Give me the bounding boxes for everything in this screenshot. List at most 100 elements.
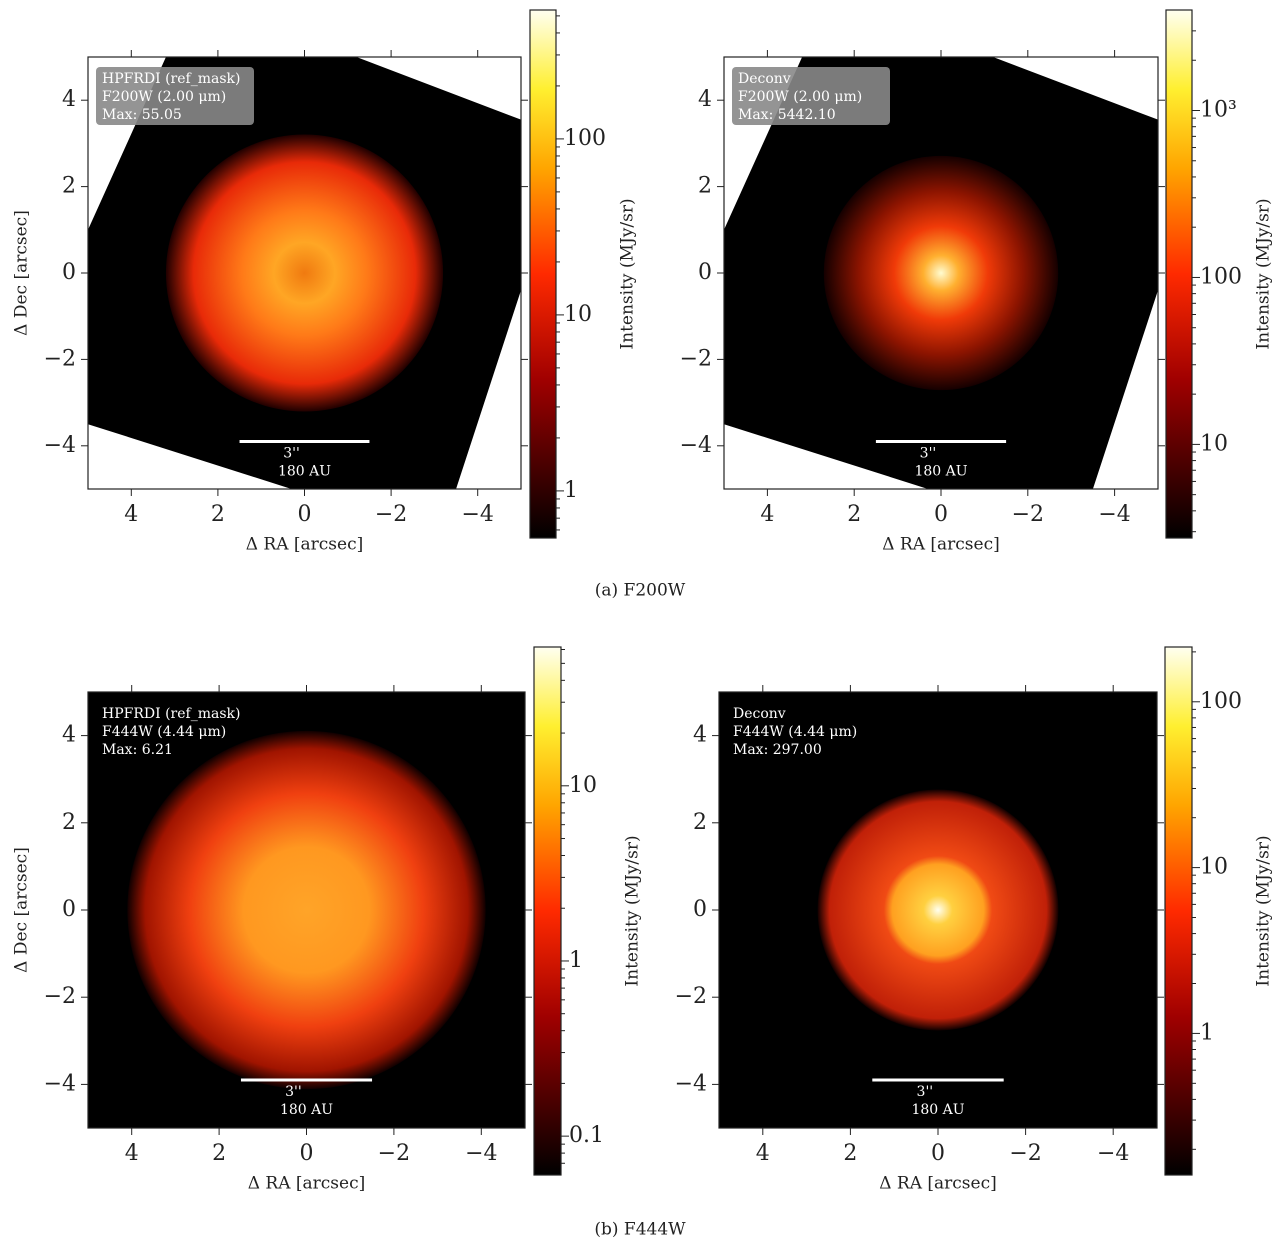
annotation: Max: 6.21 <box>102 742 173 758</box>
annotation: F444W (4.44 μm) <box>733 724 857 740</box>
colorbar-tick-label: 100 <box>1200 264 1242 289</box>
annotation: HPFRDI (ref_mask) <box>102 706 240 722</box>
annotation: Max: 55.05 <box>102 107 182 123</box>
y-tick-label: 4 <box>693 723 707 748</box>
colorbar <box>529 9 557 539</box>
colorbar-tick-label: 10 <box>564 302 592 327</box>
x-tick-label: 2 <box>847 502 861 527</box>
y-tick-label: 2 <box>62 810 76 835</box>
colorbar-tick-label: 10 <box>1200 855 1228 880</box>
y-tick-label: −4 <box>680 433 712 458</box>
y-axis-label: Δ Dec [arcsec] <box>12 847 32 973</box>
colorbar-tick-label: 10 <box>1200 431 1228 456</box>
colorbar-tick-label: 1 <box>569 948 583 973</box>
colorbar-label: Intensity (MJy/sr) <box>1254 198 1274 349</box>
y-tick-label: 0 <box>698 260 712 285</box>
y-tick-label: −4 <box>44 433 76 458</box>
x-tick-label: 4 <box>756 1141 770 1166</box>
x-tick-label: −4 <box>1098 502 1130 527</box>
y-tick-label: 4 <box>698 87 712 112</box>
mask-region <box>456 290 521 489</box>
scalebar-label: 3'' <box>917 1084 934 1100</box>
y-tick-label: 4 <box>62 723 76 748</box>
annotation-box <box>96 67 254 125</box>
annotation: F444W (4.44 μm) <box>102 724 226 740</box>
annotation: Deconv <box>738 71 791 87</box>
caption: (a) F200W <box>595 581 686 601</box>
colorbar-tick-label: 1 <box>1200 1020 1214 1045</box>
y-tick-label: −4 <box>44 1071 76 1096</box>
x-tick-label: 4 <box>125 1141 139 1166</box>
annotation-box <box>732 67 890 125</box>
colorbar-tick-label: 10³ <box>1200 98 1237 123</box>
colorbar-tick-label: 10 <box>569 773 597 798</box>
y-tick-label: 0 <box>693 897 707 922</box>
mask-region <box>88 424 292 489</box>
y-tick-label: 2 <box>62 174 76 199</box>
x-tick-label: 2 <box>211 502 225 527</box>
colorbar <box>1165 9 1193 539</box>
scalebar-label: 180 AU <box>911 1102 964 1118</box>
x-tick-label: −2 <box>1009 1141 1041 1166</box>
image <box>88 692 525 1128</box>
y-tick-label: −2 <box>44 984 76 1009</box>
x-tick-label: −4 <box>465 1141 497 1166</box>
colorbar-label: Intensity (MJy/sr) <box>623 835 643 986</box>
scalebar-label: 180 AU <box>278 463 331 479</box>
colorbar-tick-label: 1 <box>564 478 578 503</box>
colorbar-tick-label: 100 <box>1200 689 1242 714</box>
y-tick-label: −2 <box>675 984 707 1009</box>
x-axis-label: Δ RA [arcsec] <box>248 1174 366 1194</box>
colorbar <box>533 646 562 1176</box>
annotation: HPFRDI (ref_mask) <box>102 71 240 87</box>
y-tick-label: −4 <box>675 1071 707 1096</box>
annotation: Max: 5442.10 <box>738 107 836 123</box>
x-tick-label: 2 <box>843 1141 857 1166</box>
scalebar-label: 3'' <box>285 1084 302 1100</box>
y-tick-label: 4 <box>62 87 76 112</box>
colorbar <box>1164 646 1193 1176</box>
y-tick-label: −2 <box>680 346 712 371</box>
annotation: Deconv <box>733 706 786 722</box>
x-tick-label: −4 <box>1097 1141 1129 1166</box>
x-tick-label: 0 <box>298 502 312 527</box>
scalebar-label: 180 AU <box>280 1102 333 1118</box>
y-tick-label: 2 <box>698 174 712 199</box>
x-tick-label: −4 <box>461 502 493 527</box>
y-tick-label: 0 <box>62 260 76 285</box>
annotation: F200W (2.00 μm) <box>738 89 862 105</box>
image <box>719 692 1157 1128</box>
disk <box>165 134 444 412</box>
annotation: Max: 297.00 <box>733 742 822 758</box>
x-tick-label: 4 <box>760 502 774 527</box>
disk <box>823 155 1059 391</box>
y-tick-label: 2 <box>693 810 707 835</box>
scalebar-label: 3'' <box>283 445 300 461</box>
scalebar-label: 180 AU <box>914 463 967 479</box>
colorbar-label: Intensity (MJy/sr) <box>1254 835 1274 986</box>
colorbar-tick-label: 100 <box>564 126 606 151</box>
scalebar-label: 3'' <box>920 445 937 461</box>
y-tick-label: −2 <box>44 346 76 371</box>
colorbar-label: Intensity (MJy/sr) <box>618 198 638 349</box>
x-tick-label: −2 <box>378 1141 410 1166</box>
x-tick-label: −2 <box>375 502 407 527</box>
mask-region <box>1092 290 1158 489</box>
colorbar-tick-label: 0.1 <box>569 1123 604 1148</box>
x-axis-label: Δ RA [arcsec] <box>246 535 364 555</box>
x-axis-label: Δ RA [arcsec] <box>879 1174 997 1194</box>
disk <box>127 730 486 1090</box>
mask-region <box>724 424 928 489</box>
y-axis-label: Δ Dec [arcsec] <box>12 210 32 336</box>
x-tick-label: 2 <box>212 1141 226 1166</box>
mask-region <box>356 57 521 120</box>
x-tick-label: 4 <box>124 502 138 527</box>
x-tick-label: 0 <box>931 1141 945 1166</box>
annotation: F200W (2.00 μm) <box>102 89 226 105</box>
image <box>724 57 1158 489</box>
y-tick-label: 0 <box>62 897 76 922</box>
x-tick-label: 0 <box>934 502 948 527</box>
x-axis-label: Δ RA [arcsec] <box>882 535 1000 555</box>
x-tick-label: 0 <box>300 1141 314 1166</box>
